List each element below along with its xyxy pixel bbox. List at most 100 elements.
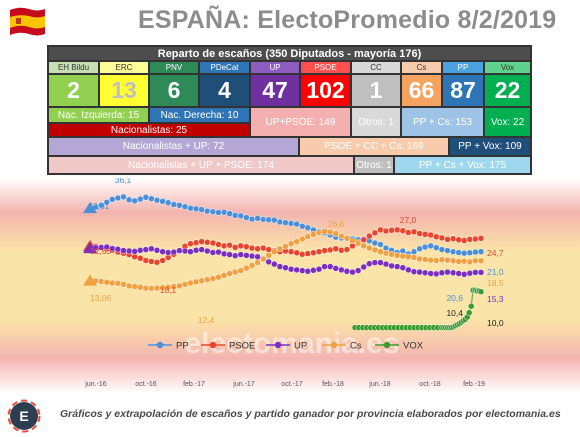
data-point-cs (360, 242, 367, 250)
data-point-psoe (304, 250, 312, 257)
data-point-up (427, 270, 434, 277)
data-point-pp (237, 212, 245, 220)
data-point-cs (137, 284, 144, 291)
data-point-psoe (416, 230, 423, 237)
data-point-psoe (142, 257, 150, 264)
group-nacionalistas-up: Nacionalistas + UP: 72 (49, 138, 298, 155)
data-point-up (466, 269, 474, 277)
data-point-psoe (231, 244, 239, 251)
data-point-cs (354, 240, 362, 247)
data-point-up (254, 253, 261, 261)
data-point-pp (142, 194, 150, 201)
party-seats-cs: 66 (402, 75, 441, 106)
data-point-psoe (192, 239, 200, 246)
group-otros-1: Otros: 1 (352, 108, 400, 136)
data-point-pp (421, 243, 429, 251)
data-point-pp (427, 242, 434, 250)
data-point-cs (377, 248, 384, 255)
legend-item-up: UP (266, 341, 307, 352)
group-psoe-cc-cs: PSOE + CC + Cs: 169 (300, 138, 448, 155)
x-tick-label: jun.-17 (232, 381, 255, 388)
data-point-up (293, 266, 300, 274)
data-point-psoe (315, 248, 323, 255)
data-point-psoe (410, 228, 418, 236)
legend-marker-pp (156, 341, 164, 349)
data-point-pp (114, 194, 122, 202)
data-point-up (338, 266, 345, 274)
x-tick-label: feb.-18 (322, 381, 344, 388)
data-point-up (114, 245, 122, 253)
party-seats-up: 47 (251, 75, 299, 106)
value-label-cs-max: 26,6 (328, 219, 345, 229)
data-point-psoe (449, 235, 457, 242)
legend-marker-cs (330, 341, 338, 349)
data-point-psoe (209, 239, 217, 247)
data-point-cs (215, 273, 222, 281)
data-point-cs (433, 257, 440, 264)
data-point-up (321, 263, 328, 270)
data-point-psoe (226, 241, 233, 249)
data-point-up (433, 270, 440, 278)
data-point-pp (438, 246, 446, 253)
group-pp-cs: PP + Cs: 153 (402, 108, 483, 136)
data-point-cs (388, 251, 395, 258)
table-header: Reparto de escaños (350 Diputados - mayo… (49, 47, 530, 60)
data-point-cs (120, 281, 127, 288)
data-point-up (226, 251, 233, 258)
data-point-up (148, 245, 155, 253)
party-name-psoe: PSOE (301, 62, 350, 73)
data-point-cs (176, 282, 183, 290)
data-point-cs (198, 277, 205, 285)
data-point-cs (349, 237, 356, 245)
legend-item-vox: VOX (375, 341, 424, 352)
legend-marker-psoe (209, 341, 217, 349)
data-point-pp (170, 201, 178, 208)
data-point-up (421, 269, 429, 277)
data-point-up (282, 264, 289, 271)
data-point-psoe (405, 229, 412, 236)
party-seats-pp: 87 (443, 75, 483, 106)
data-point-up (299, 267, 306, 274)
series-vox (351, 286, 485, 331)
data-point-psoe (360, 236, 367, 244)
legend-item-psoe: PSOE (201, 341, 255, 352)
data-point-cs (204, 276, 211, 283)
data-point-pp (159, 198, 166, 205)
data-point-cs (472, 257, 479, 265)
data-point-cs (125, 282, 133, 290)
x-tick-label: feb.-19 (463, 381, 485, 388)
data-point-pp (120, 193, 127, 201)
data-point-pp (97, 202, 105, 209)
data-point-cs (237, 267, 245, 274)
data-point-up (304, 268, 312, 275)
data-point-cs (142, 284, 150, 292)
start-marker-pp (83, 202, 97, 214)
data-point-up (153, 247, 161, 254)
data-point-psoe (460, 237, 468, 244)
data-point-cs (477, 257, 485, 265)
data-point-up (142, 246, 150, 253)
data-point-psoe (382, 227, 390, 235)
data-point-psoe (287, 248, 295, 255)
data-point-pp (231, 212, 239, 219)
data-point-cs (231, 268, 239, 276)
data-point-pp (304, 224, 312, 232)
value-label-pp-end: 21,0 (487, 267, 504, 277)
data-point-psoe (388, 227, 395, 234)
data-point-up (159, 248, 166, 255)
group-pp-vox: PP + Vox: 109 (450, 138, 530, 155)
data-point-cs (109, 279, 116, 287)
data-point-cs (293, 238, 300, 245)
data-point-pp (131, 197, 138, 205)
data-point-cs (248, 262, 256, 269)
party-seats-vox: 22 (485, 75, 530, 106)
data-point-pp (176, 202, 183, 209)
data-point-up (231, 252, 239, 259)
data-point-up (192, 247, 200, 254)
data-point-cs (410, 254, 418, 261)
data-point-cs (226, 270, 233, 277)
data-point-cs (438, 256, 446, 263)
data-point-pp (287, 220, 295, 227)
watermark: electomania.es (184, 327, 399, 360)
data-point-psoe (204, 239, 211, 246)
